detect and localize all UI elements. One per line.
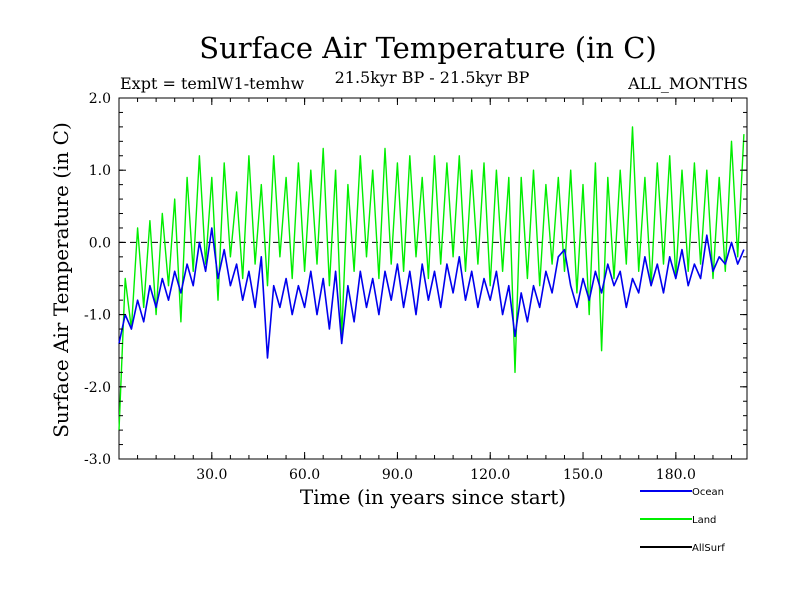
x-tick-label: 120.0 (470, 467, 510, 483)
y-tick-label: -3.0 (84, 452, 111, 468)
y-axis: 2.0 1.0 0.0 -1.0 -2.0 -3.0 (84, 91, 747, 468)
x-tick-label: 180.0 (656, 467, 696, 483)
x-tick-label: 60.0 (289, 467, 320, 483)
y-tick-label: 2.0 (89, 91, 111, 107)
plot-frame (118, 97, 748, 460)
x-axis-label: Time (in years since start) (300, 485, 566, 509)
x-tick-label: 90.0 (382, 467, 413, 483)
x-tick-label: 30.0 (196, 467, 227, 483)
chart-title: Surface Air Temperature (in C) (199, 31, 657, 65)
y-tick-label: 1.0 (89, 163, 111, 179)
legend: Ocean Land AllSurf (640, 487, 725, 554)
legend-label-allsurf: AllSurf (692, 543, 725, 554)
y-axis-label: Surface Air Temperature (in C) (49, 122, 73, 438)
months-note: ALL_MONTHS (627, 74, 748, 93)
y-tick-label: -1.0 (84, 308, 111, 324)
x-axis: 30.0 60.0 90.0 120.0 150.0 180.0 (137, 98, 733, 483)
series-line-land (118, 126, 745, 431)
series-line-ocean (118, 227, 745, 359)
legend-label-ocean: Ocean (692, 487, 724, 498)
x-tick-label: 150.0 (563, 467, 603, 483)
legend-label-land: Land (692, 515, 716, 526)
chart-subtitle: 21.5kyr BP - 21.5kyr BP (335, 68, 530, 87)
y-tick-label: -2.0 (84, 380, 111, 396)
expt-note: Expt = temlW1-temhw (120, 74, 305, 93)
y-tick-label: 0.0 (89, 235, 111, 251)
